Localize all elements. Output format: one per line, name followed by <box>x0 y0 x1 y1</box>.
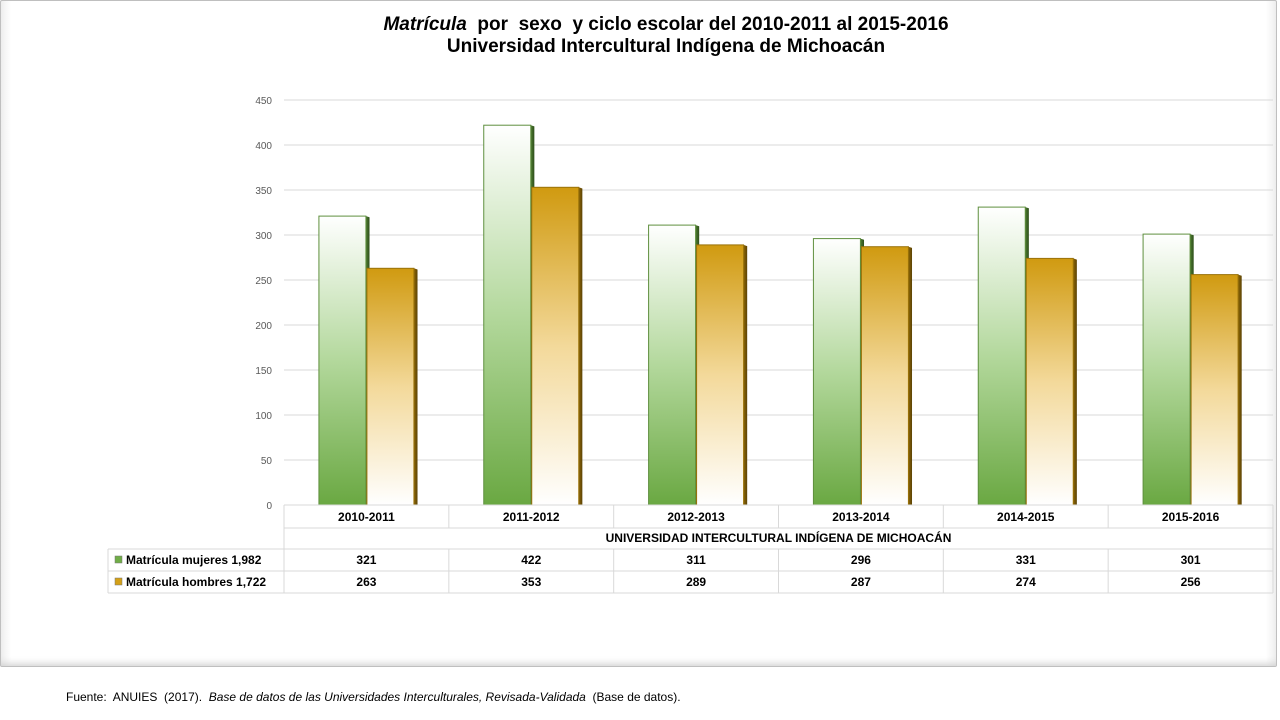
legend-label-mujeres: Matrícula mujeres 1,982 <box>126 553 262 567</box>
bar-mujeres-2014-2015 <box>977 206 1026 506</box>
y-axis-ticks: 0 50 100 150 200 250 300 350 400 450 <box>255 96 272 512</box>
bar-mujeres-2012-2013 <box>648 224 697 506</box>
data-label-mujeres-2012-2013: 311 <box>686 553 706 567</box>
title-italic: Matrícula <box>383 14 467 35</box>
x-category-label-2013-2014: 2013-2014 <box>832 510 890 524</box>
bar-mujeres-2015-2016 <box>1142 233 1191 506</box>
title-line-2: Universidad Intercultural Indígena de Mi… <box>446 36 886 57</box>
data-label-hombres-2015-2016: 256 <box>1181 575 1201 589</box>
y-tick-label-50: 50 <box>261 456 273 467</box>
title-rest: por sexo y ciclo escolar del 2010-2011 a… <box>466 14 949 35</box>
bar-mujeres-2010-2011 <box>318 215 367 506</box>
bar-side-hombres-2012-2013 <box>743 244 748 505</box>
data-label-hombres-2014-2015: 274 <box>1016 575 1036 589</box>
y-tick-label-200: 200 <box>255 321 272 332</box>
data-label-hombres-2012-2013: 289 <box>686 575 706 589</box>
title-line-1: Matrícula por sexo y ciclo escolar del 2… <box>0 14 1280 36</box>
data-label-mujeres-2010-2011: 321 <box>356 553 376 567</box>
y-tick-label-350: 350 <box>255 186 272 197</box>
bar-hombres-2010-2011 <box>366 267 415 506</box>
data-label-mujeres-2011-2012: 422 <box>521 553 541 567</box>
legend-key-mujeres <box>114 555 123 564</box>
bar-side-hombres-2010-2011 <box>413 268 418 505</box>
data-label-mujeres-2014-2015: 331 <box>1016 553 1036 567</box>
x-category-label-2011-2012: 2011-2012 <box>503 510 560 524</box>
y-tick-label-400: 400 <box>255 141 272 152</box>
bar-hombres-2011-2012 <box>531 186 580 506</box>
source-note: Fuente: ANUIES (2017). Base de datos de … <box>66 690 681 704</box>
y-tick-label-300: 300 <box>255 231 272 242</box>
bar-hombres-2013-2014 <box>860 246 909 506</box>
gridlines <box>284 99 1273 506</box>
data-label-hombres-2010-2011: 263 <box>356 575 376 589</box>
bar-side-hombres-2011-2012 <box>578 187 583 506</box>
source-suffix: (Base de datos). <box>585 690 681 704</box>
x-category-label-2015-2016: 2015-2016 <box>1162 510 1220 524</box>
bar-side-hombres-2013-2014 <box>908 246 913 505</box>
data-table: 2010-2011 2011-2012 2012-2013 2013-2014 2014… <box>107 504 1274 594</box>
bars <box>318 124 1242 506</box>
bar-hombres-2012-2013 <box>696 244 745 506</box>
bar-side-hombres-2015-2016 <box>1238 274 1242 505</box>
data-label-mujeres-2013-2014: 296 <box>851 553 871 567</box>
source-italic: Base de datos de las Universidades Inter… <box>208 690 586 704</box>
bar-mujeres-2011-2012 <box>483 124 532 506</box>
bar-mujeres-2013-2014 <box>812 238 861 506</box>
category-group-label: UNIVERSIDAD INTERCULTURAL INDÍGENA DE MI… <box>606 530 952 545</box>
bar-side-hombres-2014-2015 <box>1073 258 1077 505</box>
data-label-mujeres-2015-2016: 301 <box>1181 553 1201 567</box>
bar-hombres-2015-2016 <box>1190 274 1239 506</box>
y-tick-label-150: 150 <box>255 366 272 377</box>
y-tick-label-250: 250 <box>255 276 272 287</box>
x-category-label-2014-2015: 2014-2015 <box>997 510 1055 524</box>
y-tick-label-450: 450 <box>255 96 272 107</box>
chart-title: Matrícula por sexo y ciclo escolar del 2… <box>0 14 1280 58</box>
source-prefix: Fuente: ANUIES (2017). <box>66 690 209 704</box>
legend-key-hombres <box>114 577 123 586</box>
y-tick-label-0: 0 <box>266 501 272 512</box>
data-label-hombres-2013-2014: 287 <box>851 575 871 589</box>
legend-label-hombres: Matrícula hombres 1,722 <box>126 575 266 589</box>
data-label-hombres-2011-2012: 353 <box>521 575 541 589</box>
x-category-label-2010-2011: 2010-2011 <box>338 510 395 524</box>
y-tick-label-100: 100 <box>255 411 272 422</box>
x-category-label-2012-2013: 2012-2013 <box>667 510 725 524</box>
bar-hombres-2014-2015 <box>1025 257 1074 506</box>
